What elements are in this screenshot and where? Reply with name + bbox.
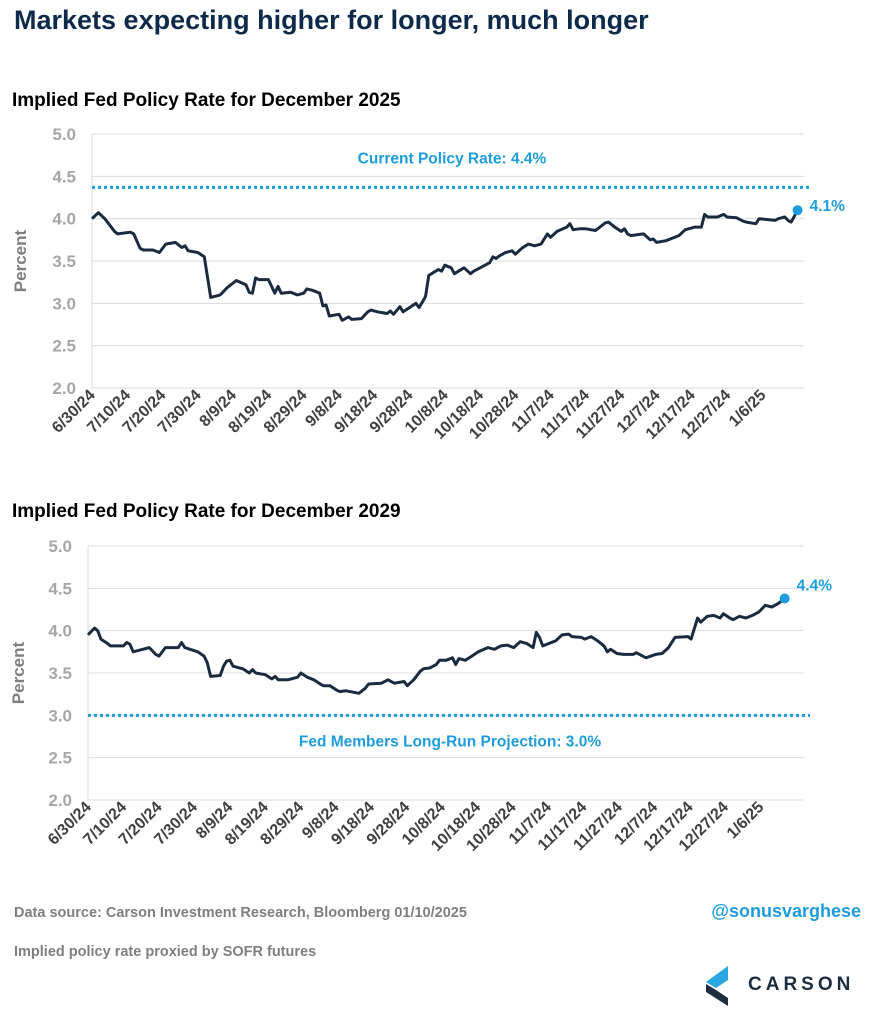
y-tick-label: 5.0 (48, 537, 72, 556)
series-line (90, 209, 799, 322)
x-tick-label: 1/6/25 (724, 799, 768, 843)
chart-1-plot: 2.02.53.03.54.04.55.0Percent6/30/247/10/… (11, 125, 846, 443)
y-tick-label: 2.5 (48, 749, 72, 768)
end-point-marker (779, 593, 790, 604)
methodology-note: Implied policy rate proxied by SOFR futu… (14, 944, 317, 960)
y-tick-label: 4.5 (48, 579, 72, 598)
y-tick-label: 3.0 (52, 294, 76, 313)
y-tick-label: 3.5 (48, 664, 72, 683)
y-tick-label: 2.5 (52, 337, 76, 356)
y-tick-label: 2.0 (52, 379, 76, 398)
series-line (86, 597, 786, 695)
carson-logo-text: CARSON (748, 974, 855, 995)
chart-1-title: Implied Fed Policy Rate for December 202… (12, 90, 401, 111)
end-point-label: 4.4% (797, 577, 833, 594)
x-tick-label: 1/6/25 (726, 387, 770, 431)
end-point-label: 4.1% (810, 198, 846, 215)
end-point-marker (792, 205, 803, 216)
y-tick-label: 5.0 (52, 125, 76, 144)
chart-2-plot: 2.02.53.03.54.04.55.0Percent6/30/247/10/… (9, 537, 833, 855)
y-tick-label: 3.5 (52, 252, 76, 271)
reference-line-label: Fed Members Long-Run Projection: 3.0% (299, 733, 601, 750)
data-source-note: Data source: Carson Investment Research,… (14, 905, 467, 921)
y-axis-label: Percent (11, 229, 30, 292)
y-tick-label: 4.5 (52, 167, 76, 186)
page-headline: Markets expecting higher for longer, muc… (14, 5, 649, 35)
chart-2-title: Implied Fed Policy Rate for December 202… (12, 501, 401, 522)
y-tick-label: 3.0 (48, 706, 72, 725)
author-handle[interactable]: @sonusvarghese (711, 901, 861, 921)
carson-logo-mark-icon (706, 966, 728, 1006)
reference-line-label: Current Policy Rate: 4.4% (358, 150, 547, 167)
y-tick-label: 4.0 (52, 210, 76, 229)
y-axis-label: Percent (9, 641, 28, 704)
carson-logo: CARSON (706, 966, 866, 1006)
y-tick-label: 4.0 (48, 622, 72, 641)
y-tick-label: 2.0 (48, 791, 72, 810)
